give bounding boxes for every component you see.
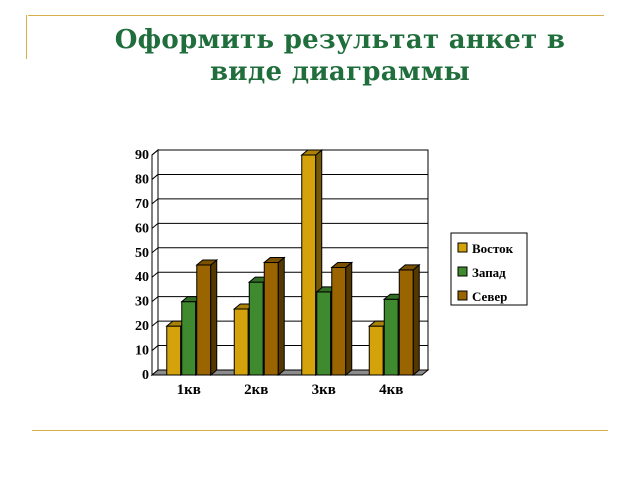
bar-top [262,257,286,264]
legend-label: Запад [472,265,506,280]
bar [166,325,182,376]
gridline-depth [151,174,159,180]
y-tick-label: 30 [135,295,149,310]
y-tick-label: 40 [135,270,149,285]
y-tick-label: 70 [135,197,149,212]
frame-line-top [28,15,604,16]
bar [398,269,414,376]
bar-3-2 [397,263,421,377]
gridline-depth [151,198,159,205]
y-tick-label: 80 [135,172,149,187]
gridline-depth [151,149,159,156]
x-tick-label: 1кв [177,382,201,398]
gridline-depth [151,247,159,254]
bar-top [330,261,354,268]
bar-0-2 [195,258,219,377]
chart-legend: Восток Запад Север [450,232,528,306]
gridline-depth [151,345,159,351]
gridline-depth [151,296,159,303]
x-tick-label: 2кв [244,382,268,398]
bar [181,301,197,376]
bar [301,154,317,376]
frame-line-left [26,15,27,59]
bar [263,262,279,376]
slide-title-line-1: Оформить результат анкет в [114,25,566,55]
bar-side [277,256,285,377]
bar [233,308,249,376]
bar-2-2 [330,261,354,377]
bar [331,266,347,376]
bar-side [412,263,420,377]
bar-top [195,259,219,266]
gridline-depth [151,271,159,278]
bar [316,291,332,376]
legend-swatch [457,290,468,301]
chart-bars [165,148,421,377]
y-tick-label: 0 [142,368,149,383]
chart-side-wall [151,148,159,377]
bar [196,264,212,376]
x-tick-label: 3кв [312,382,336,398]
legend-swatch [457,242,468,253]
y-tick-label: 90 [135,148,149,163]
y-tick-label: 10 [135,344,149,359]
bar [383,298,399,376]
y-tick-label: 60 [135,221,149,236]
bar-side [345,261,353,377]
bar-side [210,258,218,377]
bar [368,325,384,376]
y-tick-label: 50 [135,246,149,261]
gridline-depth [151,320,159,327]
frame-line-bottom [32,430,608,431]
legend-label: Север [472,289,507,304]
bar [248,281,264,376]
legend-swatch [457,266,468,277]
bar-1-2 [262,256,286,377]
bar-top [300,149,324,156]
bar-top [397,264,421,271]
slide-title-line-2: виде диаграммы [209,57,471,87]
slide-title: Оформить результат анкет в виде диаграмм… [40,24,640,88]
y-tick-label: 20 [135,319,149,334]
legend-label: Восток [472,241,514,256]
gridline-depth [151,222,159,229]
x-tick-label: 4кв [379,382,403,398]
